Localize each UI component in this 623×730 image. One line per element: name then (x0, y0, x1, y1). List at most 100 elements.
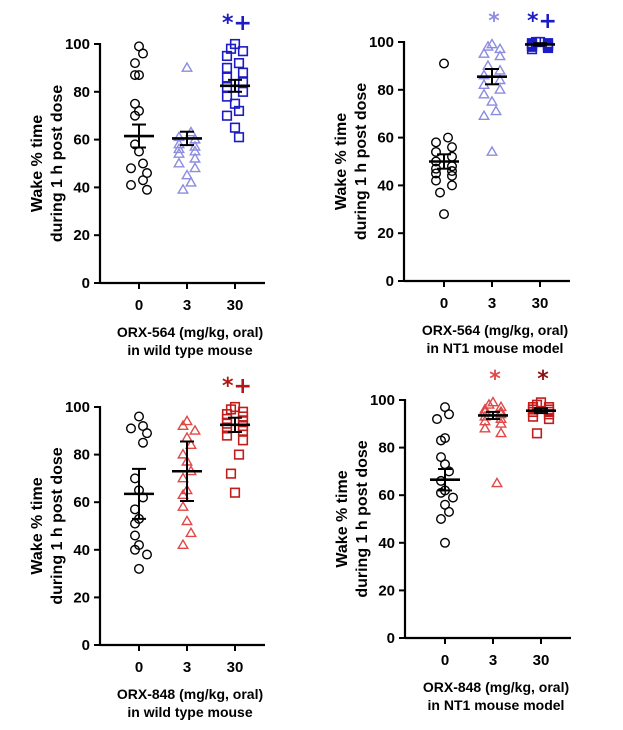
data-point (430, 175, 441, 186)
data-point (185, 176, 197, 187)
y-tick-label: 80 (377, 82, 394, 99)
x-axis-title-line2: in NT1 mouse model (428, 697, 565, 713)
data-point (237, 46, 249, 57)
data-point (478, 47, 490, 58)
data-point (527, 411, 539, 422)
data-point (438, 58, 449, 69)
data-point (133, 411, 144, 422)
data-point (490, 105, 502, 116)
data-point (173, 142, 185, 154)
data-point (543, 413, 555, 425)
data-point (438, 209, 449, 220)
y-tick-label: 60 (73, 494, 90, 511)
x-axis-title-line2: in NT1 mouse model (427, 340, 564, 356)
data-point (482, 40, 494, 51)
y-tick-label: 80 (378, 440, 395, 457)
x-tick-label: 3 (183, 297, 191, 314)
x-tick-label: 3 (488, 295, 496, 312)
data-point (495, 427, 507, 438)
data-point (125, 423, 136, 434)
data-point (181, 61, 193, 72)
y-tick-label: 60 (73, 132, 90, 149)
significance-annotation: * (488, 9, 500, 34)
data-point (531, 428, 543, 439)
data-point (177, 448, 189, 459)
y-tick-label: 60 (378, 487, 395, 504)
data-point (221, 91, 233, 102)
y-tick-label: 20 (73, 589, 90, 606)
y-tick-label: 80 (73, 84, 90, 101)
data-point (141, 549, 152, 560)
x-tick-label: 30 (532, 295, 549, 312)
data-point (129, 530, 140, 541)
data-point (221, 62, 233, 73)
chart-svg: 0 20 40 60 80 100 0 3 30 Wake % time during 1 h po… (334, 367, 571, 713)
data-point (479, 422, 491, 433)
x-axis-title-line1: ORX-848 (mg/kg, oral) (423, 679, 569, 695)
data-point (446, 166, 457, 177)
data-point (185, 438, 197, 450)
data-point (483, 398, 495, 409)
x-tick-label: 3 (489, 652, 497, 669)
x-tick-label: 0 (135, 659, 143, 676)
x-axis-title-line1: ORX-564 (mg/kg, oral) (422, 322, 568, 338)
y-tick-label: 0 (386, 273, 394, 290)
data-point (221, 430, 233, 441)
y-tick-label: 0 (82, 275, 90, 292)
data-point (446, 170, 457, 181)
data-point (177, 538, 189, 550)
data-point (189, 424, 201, 435)
data-point (482, 59, 494, 70)
y-tick-label: 0 (82, 637, 90, 654)
data-point (229, 122, 241, 133)
data-point (141, 184, 152, 195)
chart-orx848-nt1: 0 20 40 60 80 100 0 3 30 Wake % time during 1 h po… (312, 365, 623, 730)
data-point (478, 109, 490, 121)
y-axis-title-line2: during 1 h post dose (353, 83, 370, 240)
x-tick-label: 0 (440, 295, 448, 312)
data-point (141, 428, 152, 439)
data-point (177, 500, 189, 511)
data-point (491, 477, 503, 488)
data-point (177, 419, 189, 431)
data-point (189, 161, 201, 173)
y-axis-title-line2: during 1 h post dose (354, 440, 371, 597)
data-point (125, 163, 136, 174)
x-axis-title-line1: ORX-848 (mg/kg, oral) (117, 686, 263, 702)
x-axis-title-line2: in wild type mouse (127, 704, 252, 720)
data-point (431, 414, 442, 425)
data-point (185, 526, 197, 538)
x-tick-label: 30 (533, 652, 550, 669)
data-point (129, 110, 140, 121)
significance-annotation: *+ (222, 374, 252, 399)
y-axis-title-line1: Wake % time (333, 113, 350, 210)
data-point (137, 48, 148, 59)
y-axis-title-line1: Wake % time (29, 115, 46, 212)
significance-annotation: * (489, 367, 501, 392)
data-point (177, 472, 189, 483)
y-tick-label: 100 (65, 399, 90, 416)
significance-annotation: * (537, 367, 549, 392)
data-point (233, 58, 245, 69)
y-axis-title-line2: during 1 h post dose (49, 85, 66, 242)
data-point (237, 67, 249, 78)
y-tick-label: 20 (73, 227, 90, 244)
data-point (221, 110, 233, 121)
y-tick-label: 100 (369, 34, 394, 51)
chart-svg: 0 20 40 60 80 100 0 3 30 Wake % time during 1 h po… (333, 9, 570, 356)
y-tick-label: 80 (73, 447, 90, 464)
data-point (177, 183, 189, 194)
data-point (494, 50, 506, 61)
data-point (181, 414, 193, 426)
chart-svg: 0 20 40 60 80 100 0 3 30 Wake % time during 1 h po… (29, 374, 265, 720)
data-point (129, 544, 140, 555)
data-point (237, 435, 249, 446)
data-point (129, 58, 140, 69)
chart-orx848-wild-type: 0 20 40 60 80 100 0 3 30 Wake % time during 1 h po… (0, 365, 311, 730)
x-axis-title-line2: in wild type mouse (127, 342, 252, 358)
x-tick-label: 30 (227, 297, 244, 314)
data-point (446, 180, 457, 191)
data-point (125, 180, 136, 191)
data-point (129, 70, 140, 81)
data-point (447, 492, 458, 503)
